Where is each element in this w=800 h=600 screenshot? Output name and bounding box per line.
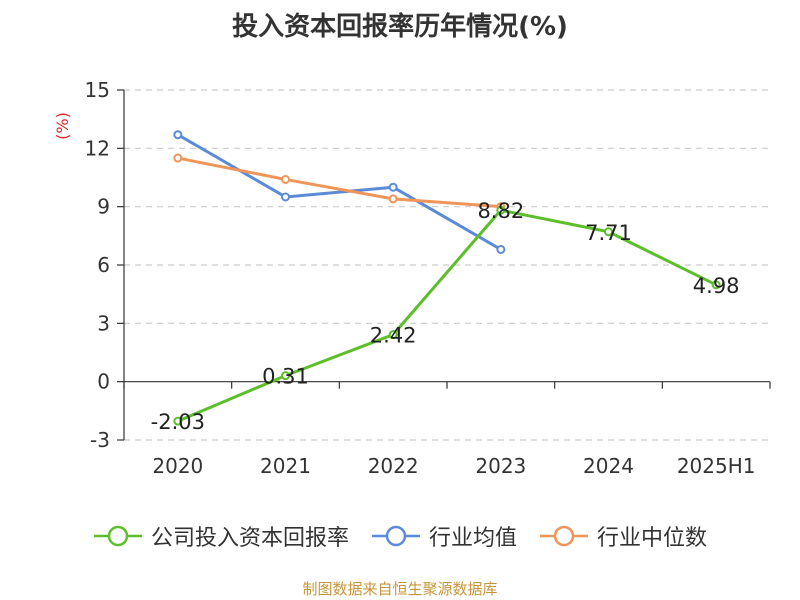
data-labels: -2.03 0.31 2.42 8.82 7.71 4.98 [151, 199, 740, 434]
source-note: 制图数据来自恒生聚源数据库 [302, 580, 498, 598]
grid-lines [124, 89, 770, 441]
legend-marker-icon [371, 525, 420, 547]
data-label: 2.42 [370, 324, 417, 348]
data-point [388, 194, 398, 204]
x-tick-label: 2020 [152, 454, 203, 478]
data-point [173, 153, 183, 163]
data-point [388, 182, 398, 192]
y-axis-unit-label: (%) [53, 112, 72, 140]
chart-title: 投入资本回报率历年情况(%) [232, 12, 568, 42]
data-point [388, 330, 398, 340]
legend-label: 行业中位数 [597, 526, 708, 551]
data-label: 0.31 [262, 365, 309, 389]
data-label: -2.03 [151, 410, 205, 434]
y-tick-label: 0 [97, 370, 110, 394]
y-tick-label: 9 [97, 195, 110, 219]
y-tick-label: 6 [97, 253, 110, 277]
legend-dot [385, 525, 407, 547]
data-point [711, 280, 721, 290]
data-point [604, 227, 613, 237]
data-point [496, 244, 506, 254]
x-tick-label: 2021 [260, 454, 311, 478]
series-line [177, 208, 717, 423]
series-lines [173, 130, 721, 426]
legend: 公司投入资本回报率 行业均值 行业中位数 [0, 518, 800, 554]
y-tick-label: -3 [90, 428, 110, 452]
data-point [496, 205, 506, 215]
data-point [281, 174, 290, 184]
data-label: 4.98 [693, 274, 740, 298]
data-label: 8.82 [477, 199, 524, 223]
legend-marker-icon [540, 525, 588, 547]
legend-dot [553, 525, 575, 547]
y-tick-label: 12 [85, 136, 110, 160]
data-label: 7.71 [585, 221, 632, 245]
axes: -3 0 3 6 9 12 15 2020 2021 2022 2023 2024 2025H1 [85, 78, 771, 478]
series-line [177, 156, 501, 209]
legend-item: 行业中位数 [539, 520, 707, 552]
y-tick-label: 15 [85, 78, 110, 102]
legend-item: 行业均值 [371, 520, 517, 552]
legend-label: 公司投入资本回报率 [150, 526, 349, 551]
data-point [281, 192, 290, 202]
x-tick-label: 2024 [583, 454, 634, 478]
x-tick-label: 2022 [368, 454, 419, 478]
data-point [173, 416, 183, 426]
series-line [177, 133, 502, 251]
legend-label: 行业均值 [428, 526, 517, 551]
data-point [173, 130, 183, 140]
legend-item: 公司投入资本回报率 [93, 520, 349, 552]
y-tick-label: 3 [97, 311, 110, 335]
data-point [281, 371, 290, 381]
x-tick-label: 2025H1 [677, 454, 756, 478]
x-tick-label: 2023 [475, 454, 526, 478]
legend-dot [107, 525, 129, 547]
legend-marker-icon [93, 525, 142, 547]
